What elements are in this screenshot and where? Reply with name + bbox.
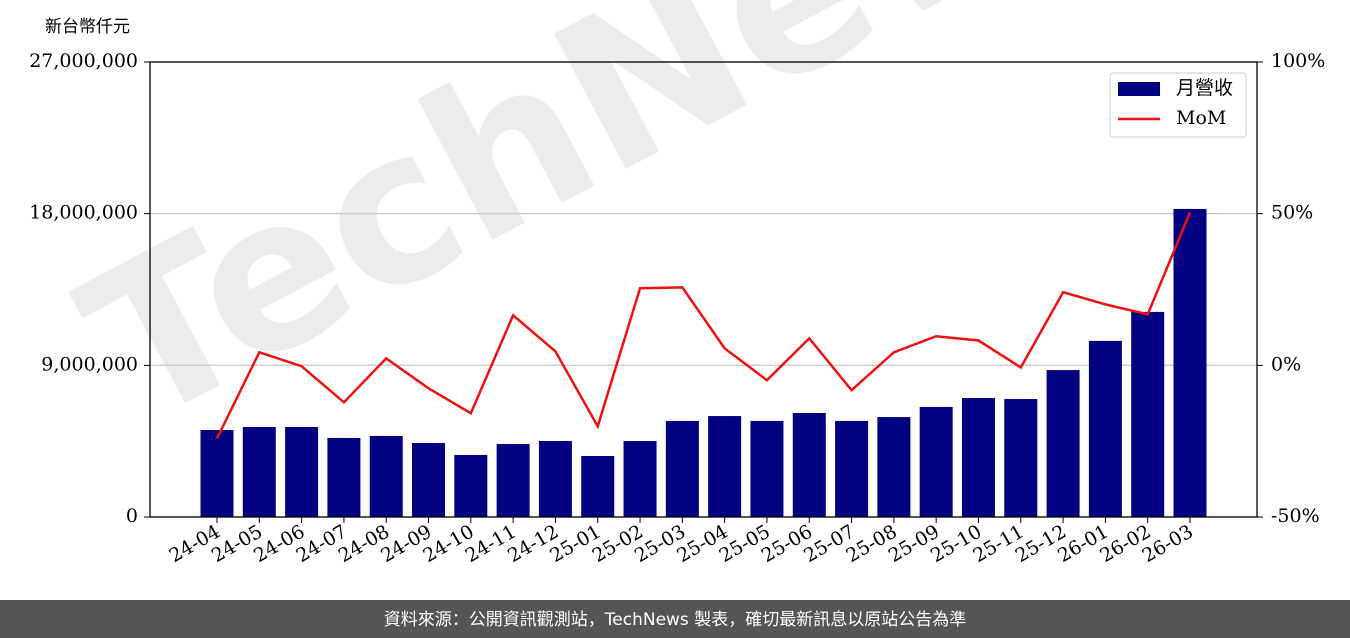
- footer-bar: [0, 600, 1350, 638]
- y2-tick-label: 50%: [1271, 202, 1313, 224]
- bar: [1004, 399, 1038, 517]
- bar: [285, 427, 319, 517]
- y-tick-label: 27,000,000: [29, 50, 138, 72]
- y-tick-label: 0: [126, 505, 138, 527]
- bar: [1088, 340, 1122, 517]
- legend-label: 月營收: [1176, 77, 1233, 99]
- bar: [538, 440, 572, 517]
- footer: 資料來源：公開資訊觀測站，TechNews 製表，確切最新訊息以原站公告為準: [384, 610, 966, 630]
- y2-tick-label: 100%: [1271, 50, 1325, 72]
- y-axis-label: 新台幣仟元: [45, 17, 130, 37]
- bar: [200, 430, 234, 517]
- bar: [623, 440, 657, 517]
- legend-swatch: [1118, 82, 1160, 96]
- mom-line: [215, 211, 1192, 439]
- y2-tick-label: 0%: [1271, 353, 1301, 375]
- y-tick-label: 18,000,000: [29, 202, 138, 224]
- plot-frame: [149, 61, 1258, 518]
- bar: [877, 417, 911, 517]
- bar: [835, 420, 869, 517]
- bar: [792, 413, 826, 517]
- y2-tick-label: -50%: [1271, 505, 1320, 527]
- bar: [454, 454, 488, 517]
- bar: [961, 398, 995, 517]
- bar: [369, 435, 403, 517]
- bar: [919, 406, 953, 517]
- bar: [708, 416, 742, 517]
- bar: [1131, 311, 1165, 517]
- bar: [1046, 370, 1080, 517]
- bar: [750, 420, 784, 517]
- bar: [581, 455, 615, 517]
- bar: [665, 420, 699, 517]
- bar: [1173, 208, 1207, 517]
- bar: [496, 444, 530, 517]
- bar: [242, 427, 276, 517]
- bar: [327, 437, 361, 517]
- y-tick-label: 9,000,000: [41, 353, 138, 375]
- bar: [412, 443, 446, 517]
- legend-label: MoM: [1176, 107, 1226, 129]
